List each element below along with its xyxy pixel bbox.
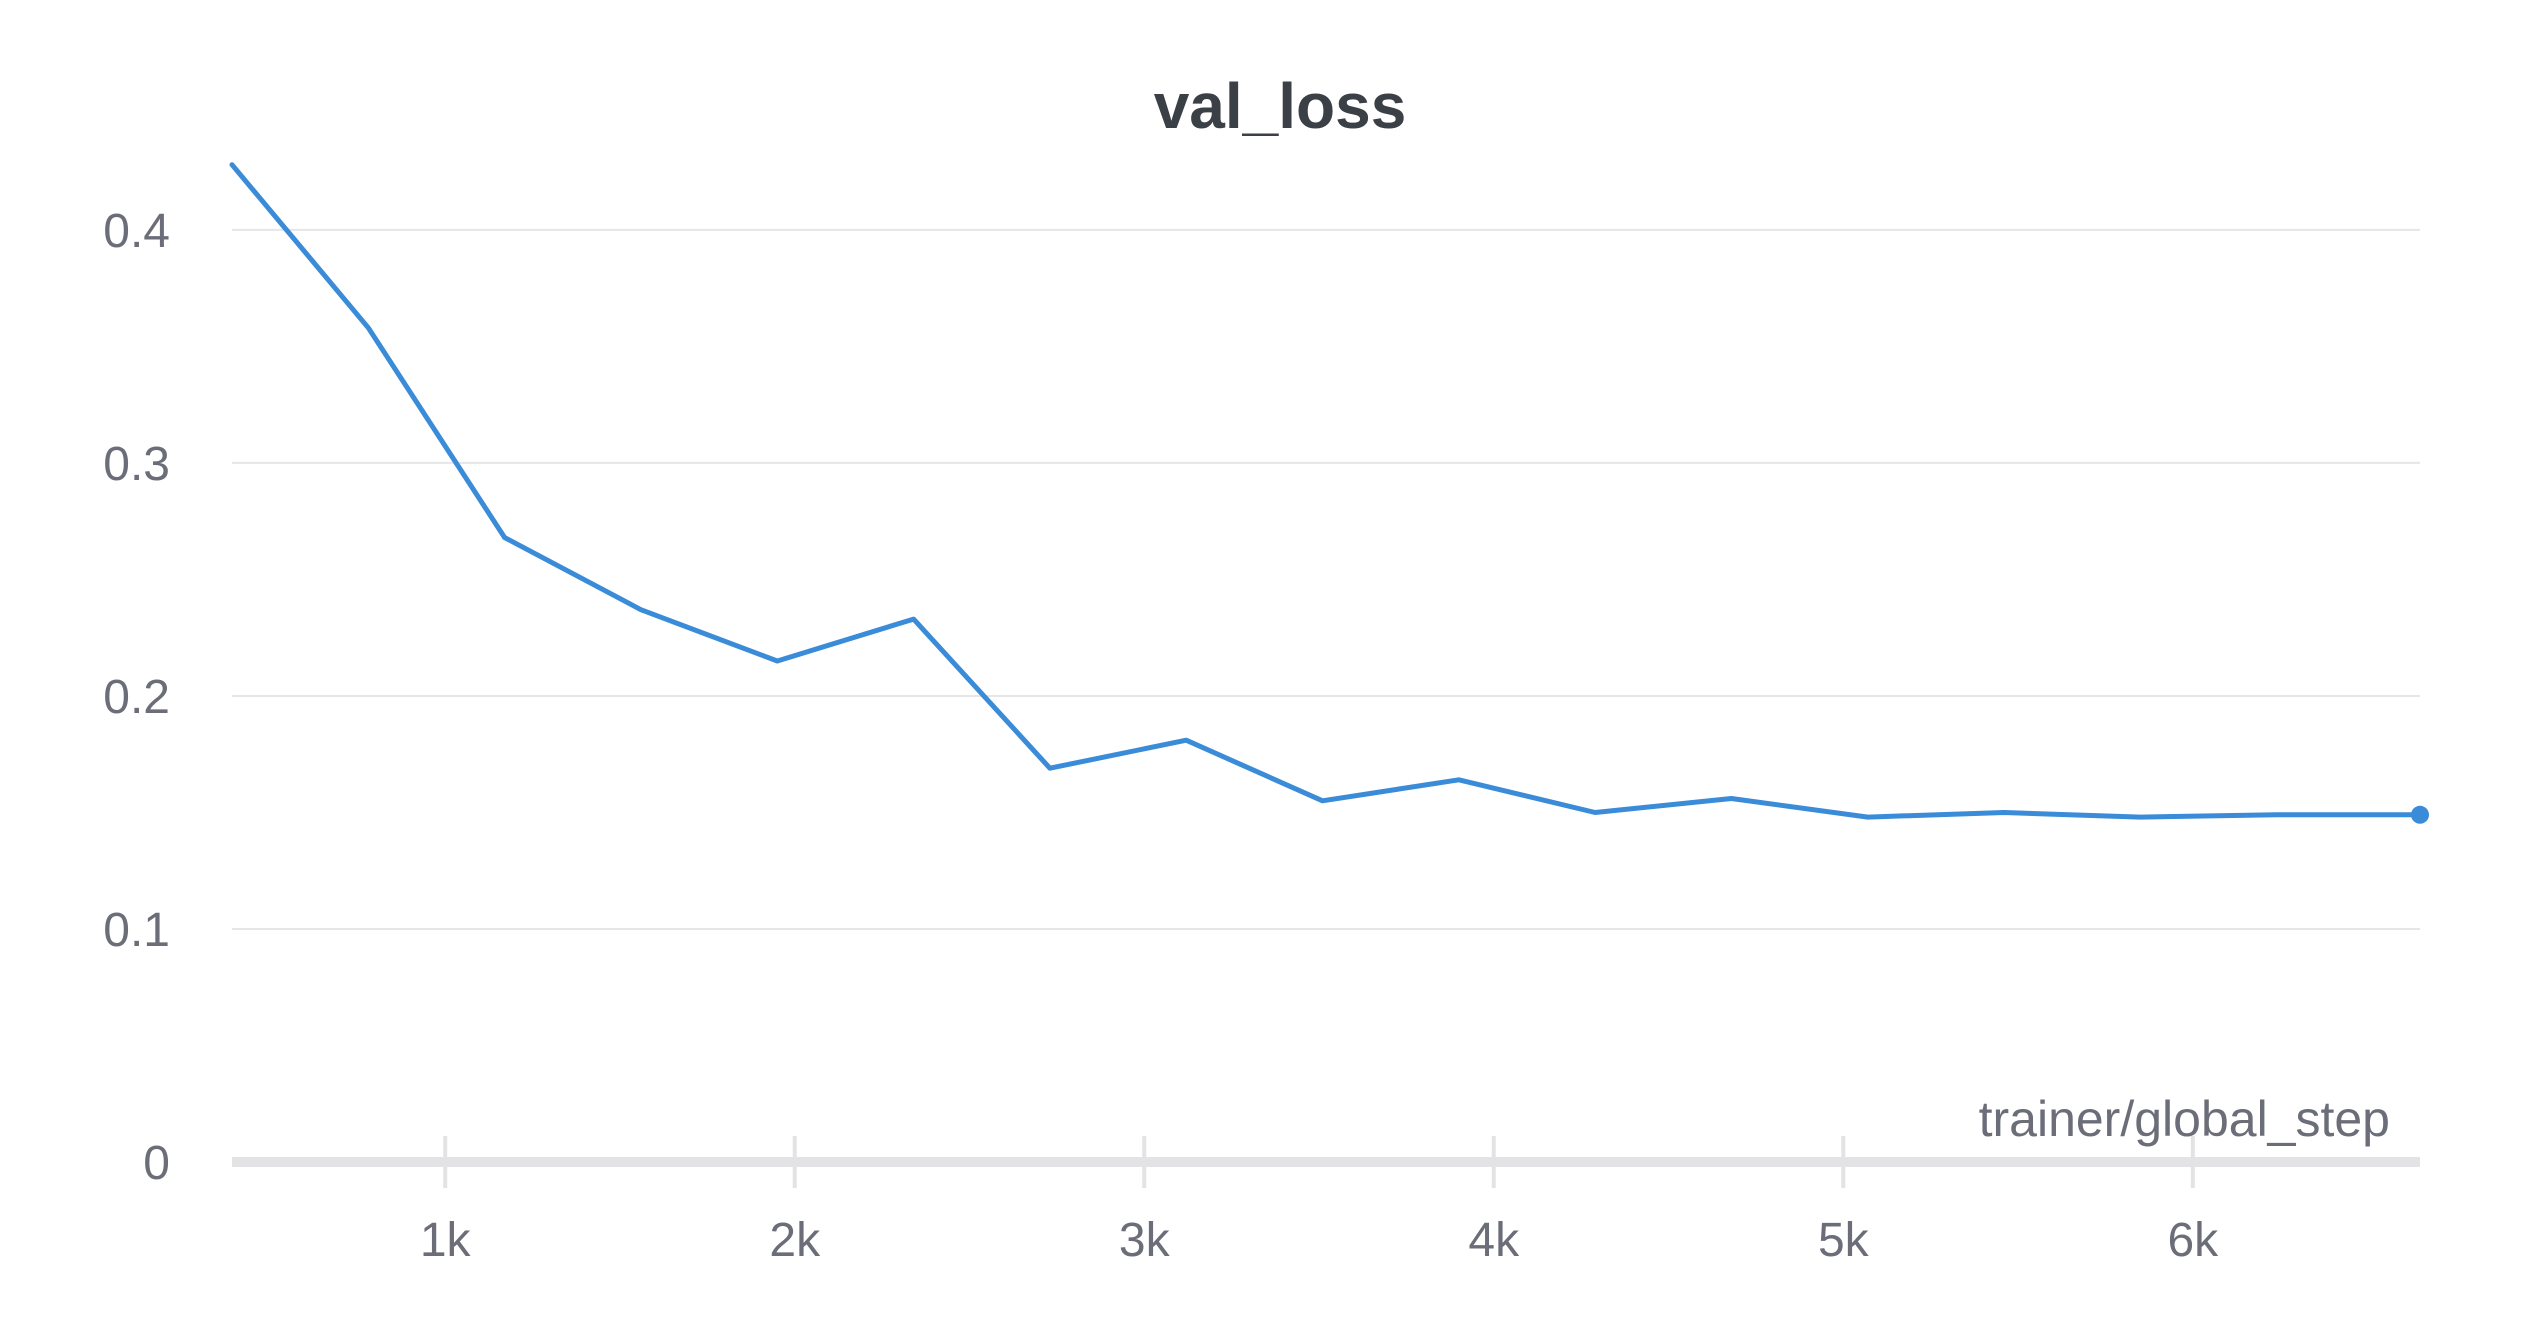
y-axis-ticks: 0 0.1 0.2 0.3 0.4 — [103, 205, 170, 1190]
series-end-point — [2411, 805, 2429, 824]
series-layer — [229, 162, 2429, 824]
y-tick-label: 0.2 — [103, 671, 170, 724]
x-axis: 1k 2k 3k 4k 5k 6k — [232, 1136, 2420, 1267]
x-tick-label: 1k — [420, 1214, 472, 1267]
x-tick-label: 3k — [1119, 1214, 1171, 1267]
y-tick-label: 0.4 — [103, 205, 170, 258]
chart-title: val_loss — [1154, 70, 1407, 142]
x-axis-title: trainer/global_step — [1979, 1091, 2390, 1147]
series-line — [229, 162, 2423, 820]
y-tick-label: 0 — [143, 1137, 170, 1190]
y-tick-label: 0.3 — [103, 438, 170, 491]
x-tick-label: 2k — [769, 1214, 821, 1267]
y-tick-label: 0.1 — [103, 904, 170, 957]
gridlines — [232, 228, 2420, 930]
x-tick-label: 5k — [1818, 1214, 1870, 1267]
x-tick-label: 6k — [2167, 1214, 2219, 1267]
x-tick-label: 4k — [1468, 1214, 1520, 1267]
